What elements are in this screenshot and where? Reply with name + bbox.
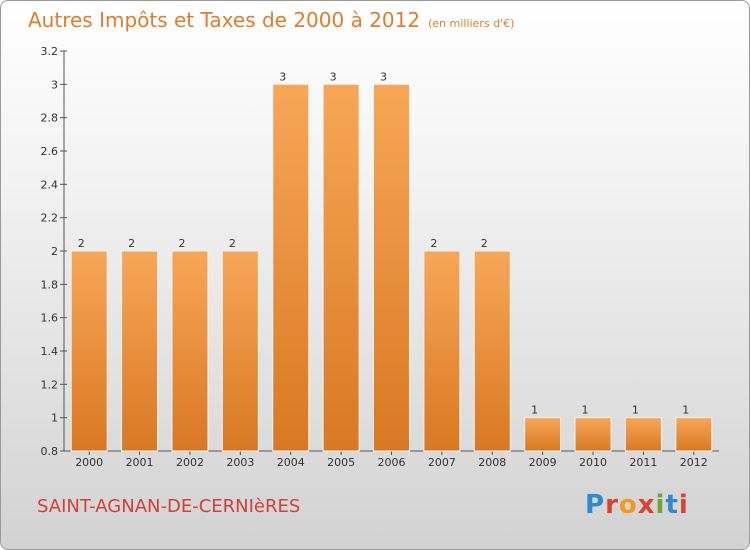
logo-letter: t bbox=[665, 490, 679, 520]
data-label-2006: 3 bbox=[380, 70, 387, 83]
x-tick-label-2012: 2012 bbox=[680, 456, 708, 469]
logo-letter: o bbox=[618, 490, 638, 520]
y-tick-label: 2.2 bbox=[41, 212, 59, 225]
axes: 0.8 1 1.2 1.4 1.6 1.8 2 2.2 2.4 2.6 2.8 3 3.2 2000 200… bbox=[41, 45, 719, 469]
x-tick-label-2006: 2006 bbox=[378, 456, 406, 469]
bar-2004 bbox=[272, 83, 310, 452]
bar-2001 bbox=[121, 250, 159, 452]
bar-2012 bbox=[675, 417, 713, 452]
data-label-2011: 1 bbox=[632, 404, 639, 417]
x-tick-label-2003: 2003 bbox=[226, 456, 254, 469]
logo-letter: r bbox=[605, 490, 619, 520]
x-tick-label-2010: 2010 bbox=[579, 456, 607, 469]
data-label-2000: 2 bbox=[78, 237, 85, 250]
x-tick-label-2008: 2008 bbox=[478, 456, 506, 469]
y-tick-label: 2.4 bbox=[41, 178, 59, 191]
x-tick-label-2001: 2001 bbox=[126, 456, 154, 469]
data-label-2009: 1 bbox=[531, 404, 538, 417]
y-tick-label: 2.8 bbox=[41, 112, 59, 125]
title-text: Autres Impôts et Taxes de 2000 à 2012 bbox=[28, 8, 421, 32]
y-tick-label: 1.8 bbox=[41, 278, 59, 291]
bar-2010 bbox=[574, 417, 612, 452]
x-tick-label-2011: 2011 bbox=[629, 456, 657, 469]
x-tick-label-2004: 2004 bbox=[277, 456, 305, 469]
bar-2008 bbox=[473, 250, 511, 452]
x-tick-label-2009: 2009 bbox=[529, 456, 557, 469]
y-tick-label: 1 bbox=[51, 412, 58, 425]
chart-subtitle: (en milliers d'€) bbox=[428, 17, 515, 30]
x-tick-label-2005: 2005 bbox=[327, 456, 355, 469]
bar-2003 bbox=[221, 250, 259, 452]
bar-2011 bbox=[624, 417, 662, 452]
data-labels: 2 2 2 2 3 3 3 2 2 1 1 1 1 bbox=[78, 70, 690, 416]
y-tick-label: 2 bbox=[51, 245, 58, 258]
data-label-2010: 1 bbox=[582, 404, 589, 417]
data-label-2005: 3 bbox=[330, 70, 337, 83]
logo-letter: P bbox=[585, 490, 606, 520]
chart-title: Autres Impôts et Taxes de 2000 à 2012 (en… bbox=[28, 8, 514, 32]
bar-2009 bbox=[524, 417, 562, 452]
y-tick-label: 1.4 bbox=[41, 345, 59, 358]
proxiti-logo: Proxiti bbox=[585, 490, 689, 520]
logo-letter: i bbox=[678, 490, 689, 520]
y-tick-label: 2.6 bbox=[41, 145, 59, 158]
x-tick-label-2002: 2002 bbox=[176, 456, 204, 469]
y-tick-label: 1.2 bbox=[41, 378, 59, 391]
data-label-2003: 2 bbox=[229, 237, 236, 250]
bars bbox=[70, 83, 713, 452]
y-tick-label: 0.8 bbox=[41, 445, 59, 458]
y-tick-label: 3.2 bbox=[41, 45, 59, 58]
x-tick-label-2007: 2007 bbox=[428, 456, 456, 469]
data-label-2012: 1 bbox=[682, 404, 689, 417]
commune-name: SAINT-AGNAN-DE-CERNIèRES bbox=[37, 496, 301, 517]
logo-letter: x bbox=[637, 490, 656, 520]
bar-2005 bbox=[322, 83, 360, 452]
bar-2007 bbox=[423, 250, 461, 452]
bar-2000 bbox=[70, 250, 108, 452]
data-label-2004: 3 bbox=[279, 70, 286, 83]
data-label-2001: 2 bbox=[128, 237, 135, 250]
data-label-2008: 2 bbox=[481, 237, 488, 250]
bar-2002 bbox=[171, 250, 209, 452]
data-label-2007: 2 bbox=[430, 237, 437, 250]
y-tick-label: 3 bbox=[51, 78, 58, 91]
bar-2006 bbox=[373, 83, 410, 452]
data-label-2002: 2 bbox=[178, 237, 185, 250]
logo-letter: i bbox=[655, 490, 666, 520]
x-tick-label-2000: 2000 bbox=[75, 456, 103, 469]
y-tick-label: 1.6 bbox=[41, 312, 59, 325]
